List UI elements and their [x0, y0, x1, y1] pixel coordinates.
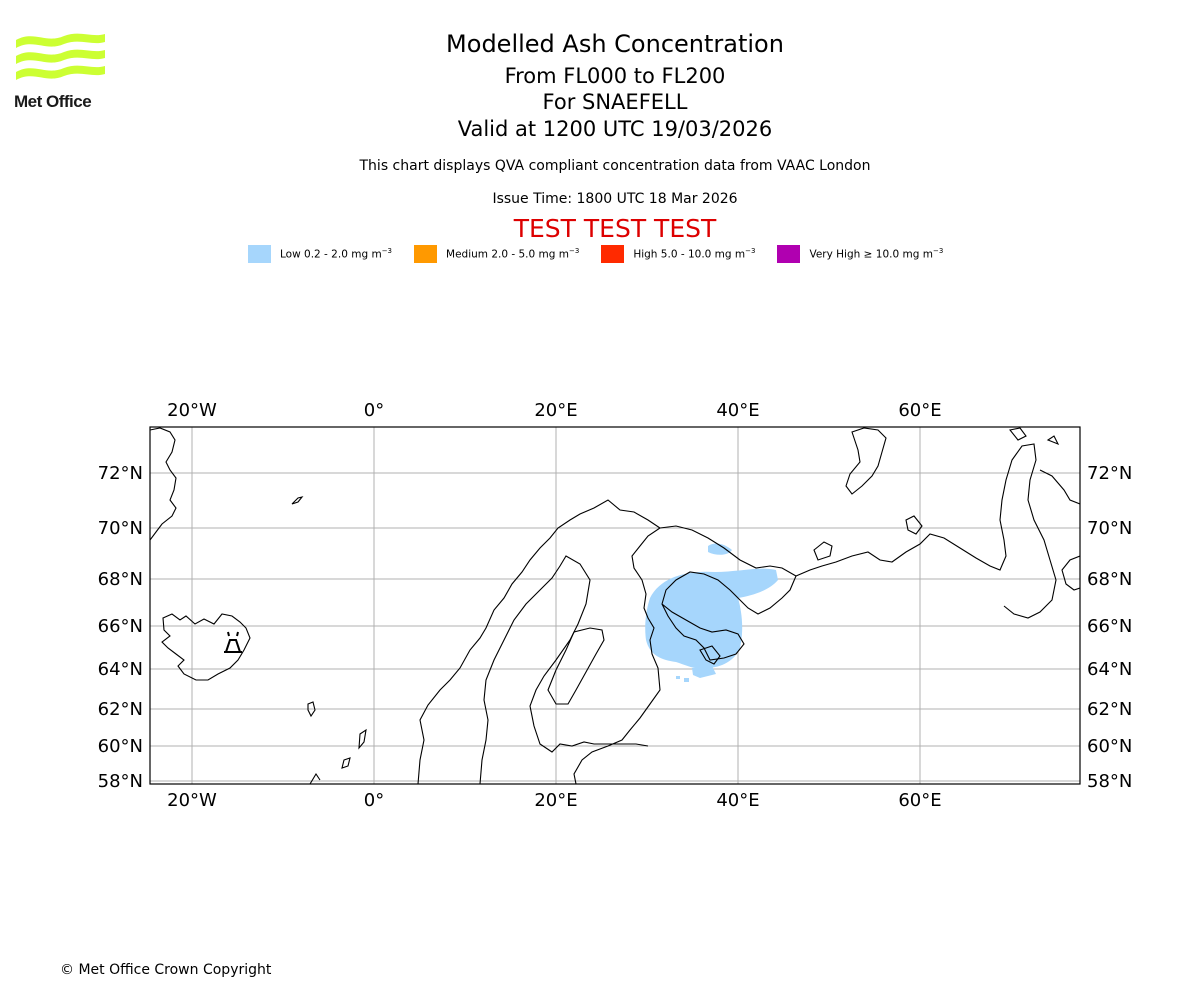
lat-label: 70°N — [98, 518, 143, 539]
lat-label: 62°N — [1087, 699, 1132, 720]
test-banner: TEST TEST TEST — [513, 214, 717, 243]
volcano-name: For SNAEFELL — [542, 90, 688, 114]
met-office-logo-text: Met Office — [14, 92, 92, 111]
volcano-icon — [224, 631, 242, 653]
legend-label-low: Low 0.2 - 2.0 mg m — [280, 248, 382, 261]
coastlines — [150, 427, 1080, 784]
lat-label: 70°N — [1087, 518, 1132, 539]
lat-labels-right: 72°N 70°N 68°N 66°N 64°N 62°N 60°N 58°N — [1087, 463, 1132, 792]
lon-label: 60°E — [898, 400, 941, 421]
legend-item-low: Low 0.2 - 2.0 mg m−3 — [248, 245, 392, 263]
greenland-coast — [150, 427, 177, 541]
lat-label: 66°N — [1087, 616, 1132, 637]
met-office-logo: Met Office — [14, 30, 106, 112]
lat-label: 58°N — [98, 771, 143, 792]
novaya-zemlya — [845, 427, 887, 495]
met-office-waves-icon — [16, 33, 105, 80]
legend-label-very-high: Very High ≥ 10.0 mg m — [809, 248, 933, 261]
lat-label: 60°N — [98, 736, 143, 757]
legend-swatch-high — [601, 245, 625, 263]
lon-label: 40°E — [716, 790, 759, 811]
issue-time: Issue Time: 1800 UTC 18 Mar 2026 — [492, 191, 738, 207]
legend-exponent: −3 — [932, 247, 944, 256]
concentration-legend: Low 0.2 - 2.0 mg m−3 Medium 2.0 - 5.0 mg… — [248, 244, 965, 264]
legend-swatch-very-high — [777, 245, 801, 263]
lat-label: 60°N — [1087, 736, 1132, 757]
legend-item-medium: Medium 2.0 - 5.0 mg m−3 — [414, 245, 579, 263]
lon-label: 20°E — [534, 400, 577, 421]
legend-swatch-low — [248, 245, 271, 263]
map-frame — [149, 426, 1081, 785]
lat-label: 72°N — [98, 463, 143, 484]
lon-label: 20°W — [167, 790, 217, 811]
lon-label: 40°E — [716, 400, 759, 421]
chart-description: This chart displays QVA compliant concen… — [359, 158, 871, 174]
lat-label: 72°N — [1087, 463, 1132, 484]
chart-title: Modelled Ash Concentration — [446, 30, 784, 58]
lon-labels-bottom: 20°W 0° 20°E 40°E 60°E — [167, 790, 941, 811]
lon-label: 60°E — [898, 790, 941, 811]
lat-labels-left: 72°N 70°N 68°N 66°N 64°N 62°N 60°N 58°N — [98, 463, 143, 792]
lat-label: 68°N — [98, 569, 143, 590]
legend-swatch-medium — [414, 245, 438, 263]
legend-item-high: High 5.0 - 10.0 mg m−3 — [601, 245, 755, 263]
lat-label: 64°N — [1087, 659, 1132, 680]
copyright-notice: © Met Office Crown Copyright — [60, 962, 272, 978]
legend-exponent: −3 — [745, 247, 756, 256]
flight-level-range: From FL000 to FL200 — [504, 64, 726, 88]
lat-label: 66°N — [98, 616, 143, 637]
russian-arctic-coast — [795, 443, 1057, 619]
ash-cloud-low — [645, 543, 778, 682]
map-gridlines — [150, 427, 1080, 784]
legend-exponent: −3 — [569, 247, 580, 256]
lat-label: 68°N — [1087, 569, 1132, 590]
legend-label-high: High 5.0 - 10.0 mg m — [633, 248, 746, 261]
lon-label: 0° — [364, 790, 384, 811]
lon-labels-top: 20°W 0° 20°E 40°E 60°E — [167, 400, 941, 421]
lat-label: 64°N — [98, 659, 143, 680]
valid-time: Valid at 1200 UTC 19/03/2026 — [457, 117, 773, 141]
iceland-coast — [161, 613, 251, 681]
lat-label: 58°N — [1087, 771, 1132, 792]
legend-item-very-high: Very High ≥ 10.0 mg m−3 — [777, 245, 943, 263]
legend-label-medium: Medium 2.0 - 5.0 mg m — [446, 248, 569, 261]
lon-label: 20°E — [534, 790, 577, 811]
legend-exponent: −3 — [381, 247, 393, 256]
lat-label: 62°N — [98, 699, 143, 720]
lon-label: 0° — [364, 400, 384, 421]
white-sea-coast — [659, 525, 797, 661]
lon-label: 20°W — [167, 400, 217, 421]
scandinavia-coast — [417, 499, 661, 784]
